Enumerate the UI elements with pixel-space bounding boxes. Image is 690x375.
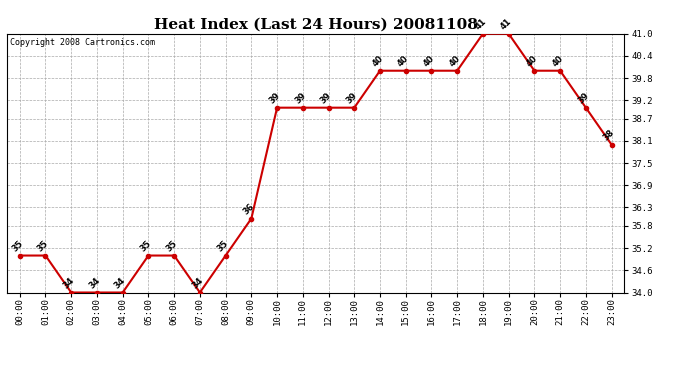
Text: 34: 34	[113, 276, 128, 290]
Text: 40: 40	[371, 54, 385, 69]
Text: 35: 35	[139, 239, 153, 254]
Text: 41: 41	[473, 17, 488, 32]
Text: 40: 40	[396, 54, 411, 69]
Text: 39: 39	[576, 91, 591, 105]
Title: Heat Index (Last 24 Hours) 20081108: Heat Index (Last 24 Hours) 20081108	[154, 17, 477, 31]
Text: 35: 35	[216, 239, 230, 254]
Text: 34: 34	[61, 276, 76, 290]
Text: 40: 40	[422, 54, 436, 69]
Text: Copyright 2008 Cartronics.com: Copyright 2008 Cartronics.com	[10, 38, 155, 46]
Text: 40: 40	[551, 54, 565, 69]
Text: 36: 36	[241, 202, 256, 216]
Text: 35: 35	[164, 239, 179, 254]
Text: 39: 39	[293, 91, 308, 105]
Text: 35: 35	[36, 239, 50, 254]
Text: 40: 40	[524, 54, 540, 69]
Text: 39: 39	[267, 91, 282, 105]
Text: 38: 38	[602, 128, 616, 142]
Text: 34: 34	[190, 276, 205, 290]
Text: 41: 41	[499, 17, 513, 32]
Text: 34: 34	[87, 276, 102, 290]
Text: 39: 39	[344, 91, 359, 105]
Text: 39: 39	[319, 91, 333, 105]
Text: 40: 40	[448, 54, 462, 69]
Text: 35: 35	[10, 239, 25, 254]
